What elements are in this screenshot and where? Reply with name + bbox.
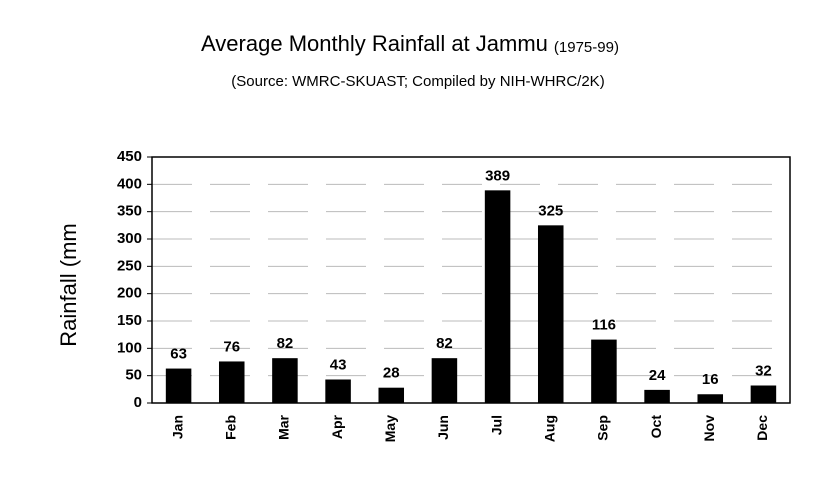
y-tick-label: 400 [117, 175, 142, 192]
y-tick-label: 50 [125, 367, 142, 384]
x-tick-label: Aug [541, 415, 557, 442]
bar [272, 358, 298, 403]
bar [537, 225, 564, 403]
y-tick-label: 150 [117, 312, 142, 329]
value-label: 16 [702, 371, 719, 388]
value-label: 76 [223, 338, 240, 355]
plot-frame [151, 156, 791, 404]
bar [591, 339, 617, 403]
bar [484, 190, 511, 403]
x-tick-label: Jun [435, 415, 451, 440]
chart-title: Average Monthly Rainfall at Jammu (1975-9… [201, 31, 619, 56]
y-tick-label: 450 [117, 148, 142, 165]
value-label: 389 [485, 167, 510, 184]
y-tick-label: 200 [117, 285, 142, 302]
bar [644, 389, 670, 403]
value-label: 32 [755, 362, 772, 379]
x-tick-label: Dec [754, 415, 770, 441]
value-label: 63 [170, 346, 187, 363]
x-tick-label: May [382, 415, 398, 442]
bar [325, 379, 351, 403]
x-tick-label: Nov [701, 415, 717, 442]
value-label: 116 [592, 317, 616, 334]
y-tick-label: 300 [117, 230, 142, 247]
value-label: 82 [277, 335, 294, 352]
title-main: Average Monthly Rainfall at Jammu [201, 31, 548, 56]
x-tick-label: Mar [276, 414, 292, 439]
x-tick-label: Jul [488, 415, 504, 435]
value-label: 325 [538, 202, 563, 219]
bar [165, 368, 192, 403]
y-tick-label: 350 [117, 203, 142, 220]
value-label: 43 [330, 356, 347, 373]
value-label: 24 [649, 367, 666, 384]
y-tick-label: 0 [134, 394, 142, 411]
x-tick-label: Apr [329, 414, 345, 439]
value-label: 28 [383, 365, 400, 382]
title-period: (1975-99) [554, 39, 619, 56]
bar [750, 385, 777, 403]
x-tick-label: Oct [648, 415, 664, 439]
bar [378, 387, 405, 403]
value-label: 82 [436, 335, 453, 352]
x-tick-label: Jan [169, 415, 185, 439]
y-tick-label: 250 [117, 257, 142, 274]
y-tick-label: 100 [117, 339, 142, 356]
bar [697, 394, 724, 403]
x-tick-label: Sep [595, 415, 611, 441]
x-tick-label: Feb [222, 415, 238, 440]
bar [218, 361, 245, 403]
bar [431, 358, 458, 403]
chart-subtitle: (Source: WMRC-SKUAST; Compiled by NIH-WH… [231, 73, 604, 90]
y-axis-label: Rainfall (mm [56, 223, 81, 346]
